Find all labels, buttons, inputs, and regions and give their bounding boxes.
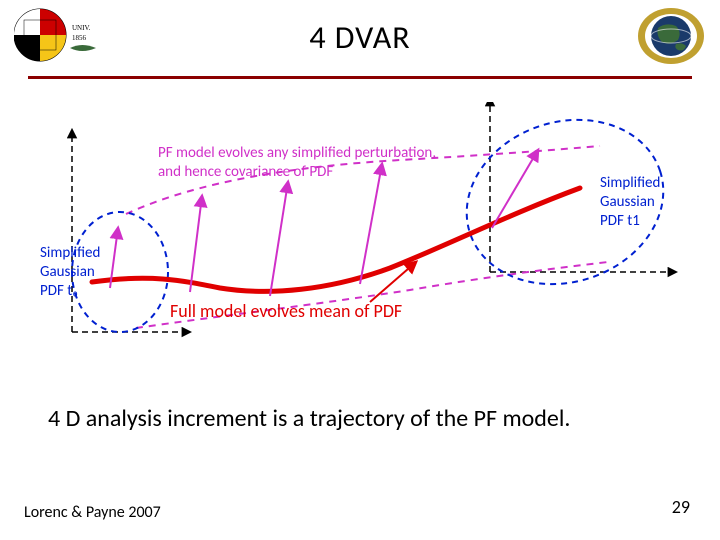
label-left-pdf: SimplifiedGaussianPDF t₀: [40, 244, 100, 300]
label-right-pdf: SimplifiedGaussianPDF t1: [600, 174, 660, 230]
page-number: 29: [672, 496, 690, 518]
title-rule: [28, 76, 692, 79]
citation: Lorenc & Payne 2007: [24, 503, 161, 522]
label-full-model: Full model evolves mean of PDF: [170, 300, 402, 323]
diagram-svg: [40, 102, 680, 362]
label-pf-model: PF model evolves any simplified perturba…: [158, 144, 436, 182]
slide: UNIV. 1856 4 DVAR: [0, 0, 720, 540]
body-text: 4 D analysis increment is a trajectory o…: [48, 404, 668, 433]
diagram-4dvar: PF model evolves any simplified perturba…: [40, 102, 680, 362]
slide-title: 4 DVAR: [0, 18, 720, 57]
